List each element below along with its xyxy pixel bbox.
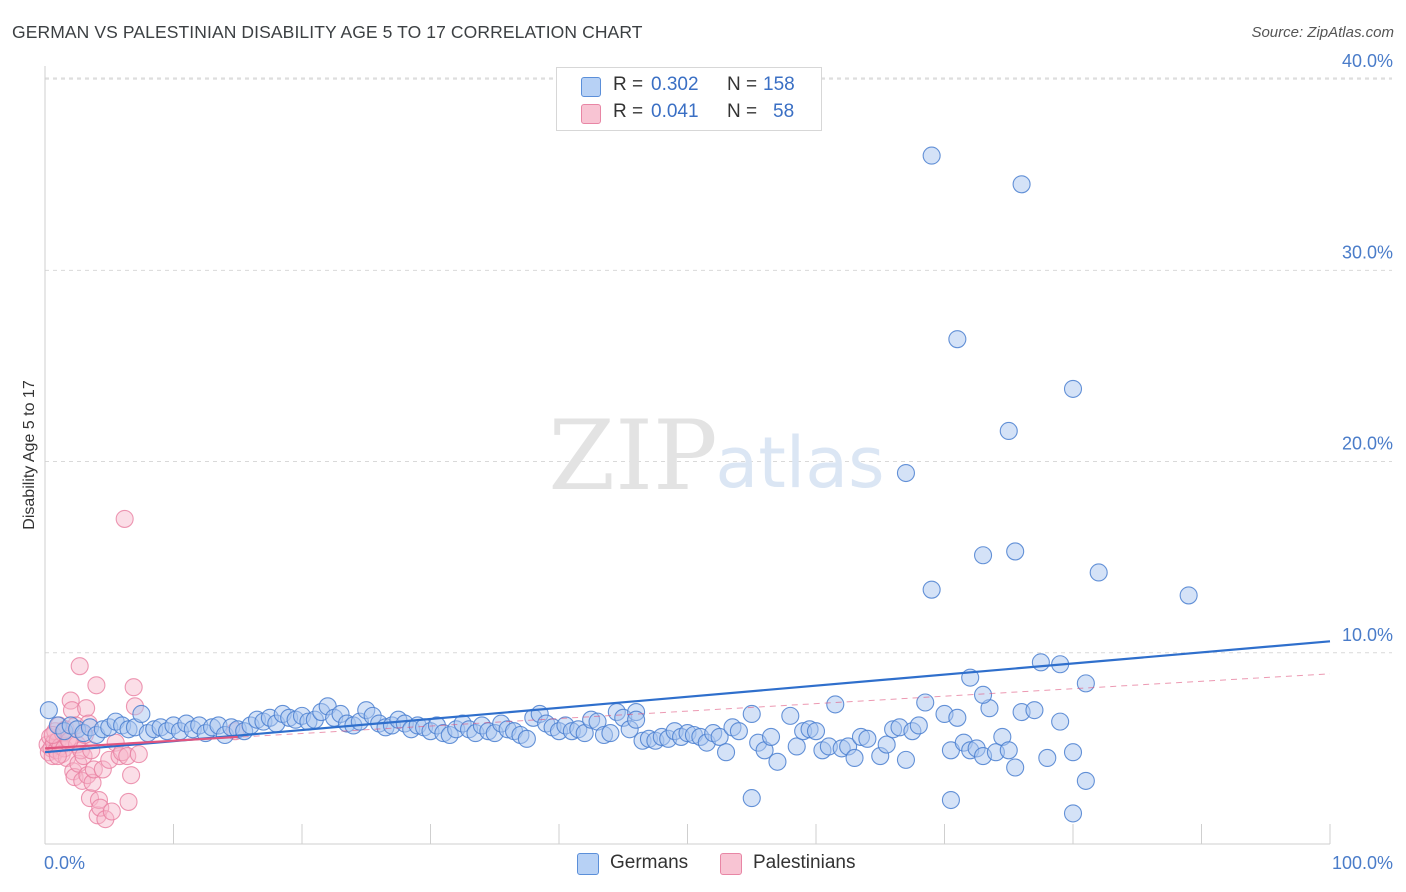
y-axis-label: Disability Age 5 to 17 [21,380,38,530]
germans-point [922,580,941,599]
watermark-atlas: atlas [715,422,884,504]
watermark-zip: ZIP [548,400,717,512]
germans-point [1063,804,1083,823]
bottom-legend-swatch-palestinians [720,853,742,875]
y-tick-label-20: 20.0% [1342,434,1393,454]
germans-point [909,716,928,735]
germans-point [517,729,536,748]
germans-point [1179,586,1198,605]
legend-n-label: N = [727,74,758,95]
watermark: ZIP atlas [548,400,884,512]
germans-point [1025,701,1044,720]
germans-point [742,704,761,724]
y-tick-label-30: 30.0% [1342,242,1393,262]
palestinians-point [102,802,121,821]
germans-point [1012,175,1031,194]
source-credit: Source: ZipAtlas.com [1251,24,1394,41]
germans-point [1076,771,1095,790]
stats-legend: R = 0.302 N = 158 R = 0.041 N = 58 [556,67,822,131]
germans-point [948,330,967,349]
y-tick-label-40: 40.0% [1342,51,1393,71]
germans-point [1063,743,1083,762]
palestinians-point [91,798,110,817]
germans-point [896,750,916,769]
legend-n-value-palestinians: 58 [773,101,795,122]
palestinians-trend-line [44,735,238,750]
legend-n-value-germans: 158 [763,74,795,95]
germans-point [716,743,736,762]
germans-point [973,685,993,704]
chart-title: GERMAN VS PALESTINIAN DISABILITY AGE 5 T… [12,22,643,42]
germans-point [710,727,729,746]
germans-point [845,748,864,768]
germans-point [1063,379,1083,398]
germans-point [1006,542,1025,561]
germans-point [916,693,935,712]
tick-labels: 10.0% 20.0% 30.0% 40.0% 0.0% 100.0% [44,51,1393,873]
legend-swatch-germans [581,77,601,97]
legend-r-label: R = [613,101,644,122]
germans-point [39,701,58,720]
germans-point [787,737,806,756]
germans-point [858,729,877,748]
palestinians-point [89,790,109,810]
germans-point [742,789,761,808]
bottom-legend-swatch-germans [577,853,599,875]
palestinians-point [87,676,106,695]
legend-r-value-palestinians: 0.041 [651,101,699,122]
germans-point [973,546,993,565]
palestinians-point [83,773,102,792]
germans-point [761,727,781,746]
germans-point [601,724,620,743]
palestinians-point [122,766,141,785]
palestinians-point [93,760,112,779]
germans-point [729,722,748,741]
germans-point [1076,674,1095,693]
palestinians-point [115,509,134,528]
germans-point [826,695,845,714]
x-tick-label-100: 100.0% [1332,853,1393,873]
palestinians-trend-extension [44,673,1331,749]
grid-layer [45,77,1392,654]
germans-point [922,146,941,165]
x-tick-label-0: 0.0% [44,853,85,873]
legend-swatch-palestinians [581,104,601,124]
palestinians-point [119,792,138,811]
germans-point [1006,758,1025,777]
y-tick-label-10: 10.0% [1342,625,1393,645]
germans-point [941,790,960,810]
palestinians-points [38,509,245,829]
legend-r-label: R = [613,74,644,95]
bottom-legend-label-palestinians: Palestinians [753,852,856,873]
palestinians-point [129,745,148,764]
trend-lines [44,640,1331,754]
palestinians-point [118,746,137,766]
legend-n-label: N = [727,101,758,122]
germans-point [1031,653,1050,672]
palestinians-point [96,810,115,829]
palestinians-point [70,657,89,676]
germans-point [781,706,800,725]
germans-point [896,463,916,483]
legend-r-value-germans: 0.302 [651,74,699,95]
germans-point [999,741,1018,760]
germans-point [806,722,826,741]
germans-point [1051,712,1070,731]
bottom-legend-label-germans: Germans [610,852,689,873]
germans-point [627,710,646,729]
germans-point [768,752,787,771]
germans-point [1089,563,1108,582]
germans-trend-line [44,640,1331,754]
germans-points [39,146,1198,823]
palestinians-point [77,699,96,718]
germans-point [877,735,896,754]
germans-point [1038,748,1057,768]
germans-point [999,421,1018,441]
palestinians-point [61,691,80,710]
germans-point [948,708,967,727]
palestinians-point [124,678,143,697]
germans-point [132,704,151,724]
